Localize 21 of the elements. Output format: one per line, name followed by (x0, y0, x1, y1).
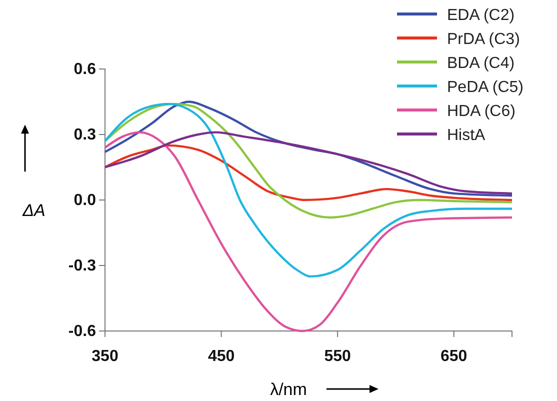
y-tick-label: 0.0 (74, 192, 96, 210)
line-series (104, 102, 514, 219)
x-tick-label: 350 (92, 348, 118, 365)
y-tick-label: -0.3 (68, 258, 96, 275)
x-axis-title: λ/nm (270, 380, 307, 399)
legend-label: PeDA (C5) (447, 79, 524, 96)
y-tick-label: -0.6 (68, 323, 96, 340)
legend-label: EDA (C2) (447, 7, 515, 24)
line-series (104, 100, 514, 197)
line-series (104, 102, 514, 278)
x-tick-label: 550 (324, 348, 352, 365)
x-tick-label: 650 (440, 348, 468, 365)
x-tick-label: 450 (208, 348, 235, 365)
y-axis-title: ΔA (22, 201, 46, 220)
legend-label: BDA (C4) (447, 55, 515, 72)
line-series (104, 144, 514, 202)
legend-label: PrDA (C3) (447, 31, 520, 48)
legend-label: HistA (447, 127, 486, 144)
legend-label: HDA (C6) (447, 103, 516, 120)
y-tick-label: 0.3 (74, 126, 96, 144)
y-tick-label: 0.6 (74, 61, 96, 78)
